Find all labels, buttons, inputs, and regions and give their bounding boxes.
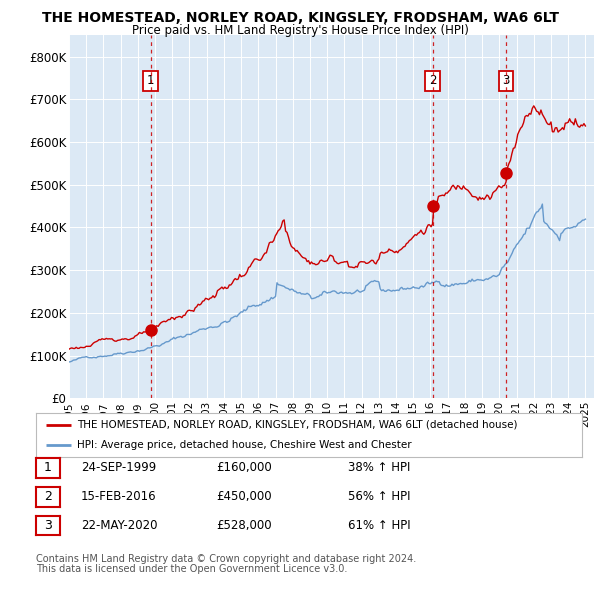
Text: £450,000: £450,000 (216, 490, 272, 503)
Text: 38% ↑ HPI: 38% ↑ HPI (348, 461, 410, 474)
Text: 1: 1 (44, 461, 52, 474)
Text: 2: 2 (44, 490, 52, 503)
Text: £160,000: £160,000 (216, 461, 272, 474)
Text: 22-MAY-2020: 22-MAY-2020 (81, 519, 157, 532)
Text: 3: 3 (502, 74, 510, 87)
Text: This data is licensed under the Open Government Licence v3.0.: This data is licensed under the Open Gov… (36, 565, 347, 574)
Text: HPI: Average price, detached house, Cheshire West and Chester: HPI: Average price, detached house, Ches… (77, 440, 412, 450)
Text: THE HOMESTEAD, NORLEY ROAD, KINGSLEY, FRODSHAM, WA6 6LT (detached house): THE HOMESTEAD, NORLEY ROAD, KINGSLEY, FR… (77, 420, 517, 430)
Text: 24-SEP-1999: 24-SEP-1999 (81, 461, 156, 474)
Text: 15-FEB-2016: 15-FEB-2016 (81, 490, 157, 503)
Text: THE HOMESTEAD, NORLEY ROAD, KINGSLEY, FRODSHAM, WA6 6LT: THE HOMESTEAD, NORLEY ROAD, KINGSLEY, FR… (41, 11, 559, 25)
Text: 61% ↑ HPI: 61% ↑ HPI (348, 519, 410, 532)
Text: 3: 3 (44, 519, 52, 532)
Text: 2: 2 (429, 74, 436, 87)
Text: 56% ↑ HPI: 56% ↑ HPI (348, 490, 410, 503)
Text: Price paid vs. HM Land Registry's House Price Index (HPI): Price paid vs. HM Land Registry's House … (131, 24, 469, 37)
Text: £528,000: £528,000 (216, 519, 272, 532)
Text: 1: 1 (147, 74, 155, 87)
Text: Contains HM Land Registry data © Crown copyright and database right 2024.: Contains HM Land Registry data © Crown c… (36, 554, 416, 563)
